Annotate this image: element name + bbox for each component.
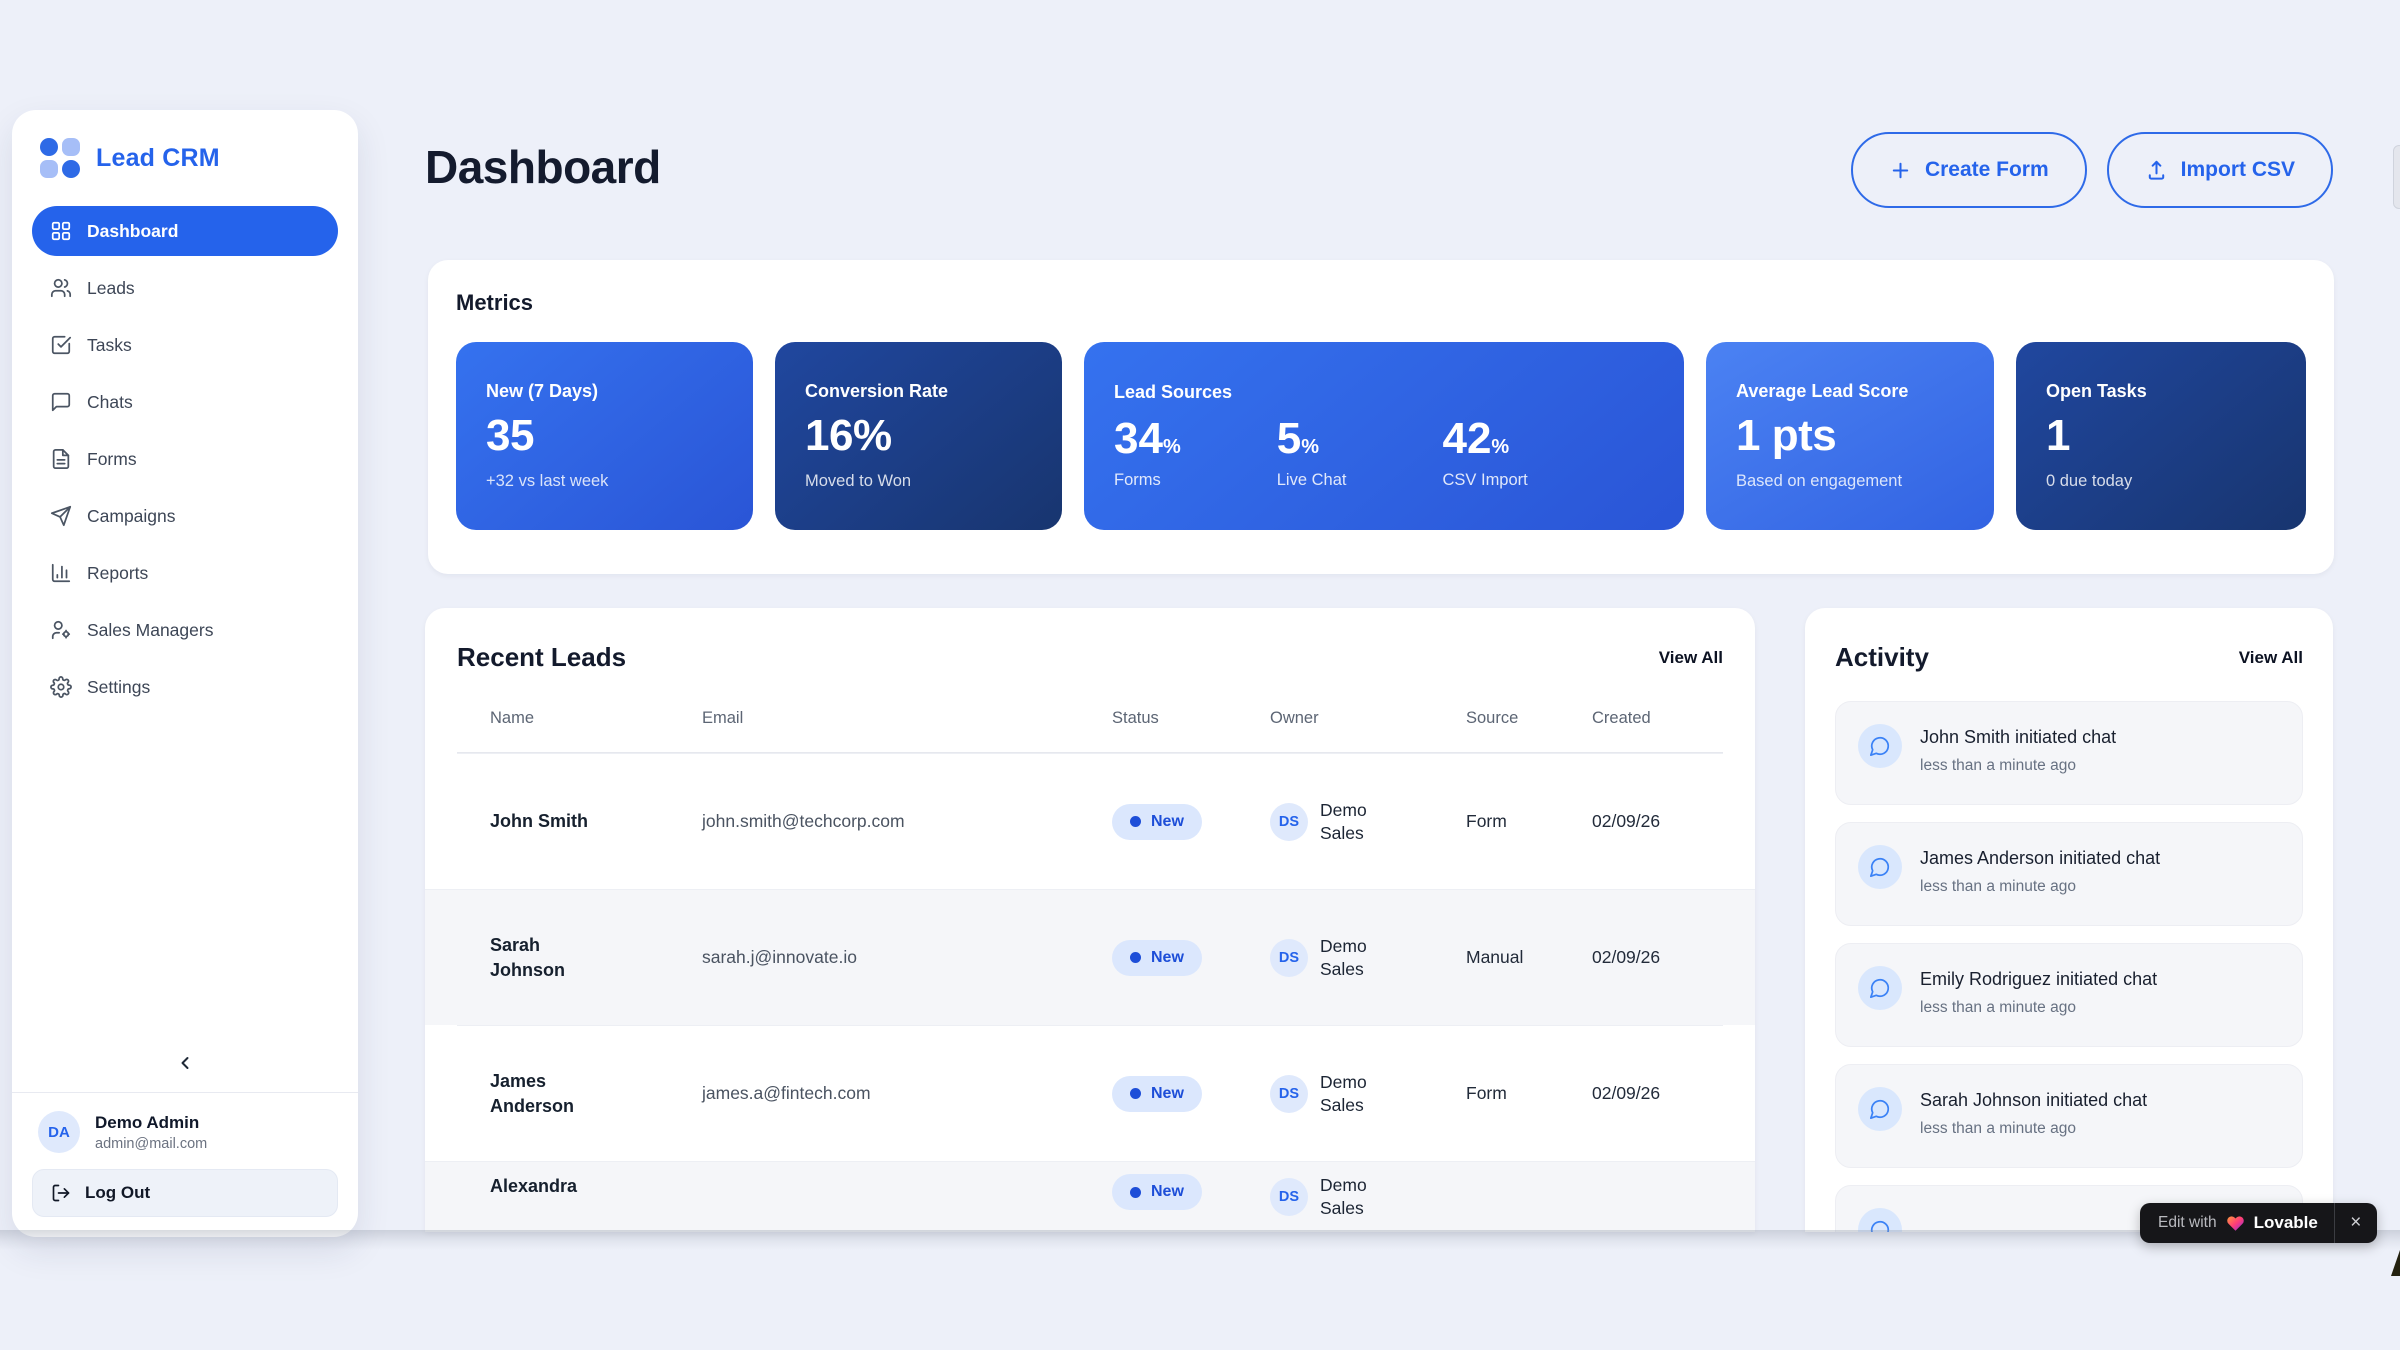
user-email: admin@mail.com	[95, 1136, 208, 1153]
brand-name: Lead CRM	[96, 143, 220, 172]
logout-icon	[52, 1184, 70, 1202]
lovable-heart-icon	[2226, 1215, 2244, 1231]
metric-value: 16%	[805, 410, 892, 460]
user-profile[interactable]: DA Demo Admin admin@mail.com	[32, 1093, 338, 1169]
activity-view-all-button[interactable]: View All	[2238, 647, 2303, 667]
chat-bubble-icon	[1858, 845, 1902, 889]
metric-row: New (7 Days) 35 +32 vs last week Convers…	[456, 342, 2306, 530]
list-item[interactable]: Sarah Johnson initiated chat less than a…	[1835, 1064, 2303, 1168]
owner-avatar: DS	[1270, 1074, 1308, 1113]
recent-leads-section: Recent Leads View All Name Email Status …	[425, 608, 1755, 1232]
viewport-cut-shadow	[0, 1230, 2400, 1250]
sidebar-item-dashboard[interactable]: Dashboard	[32, 206, 338, 256]
status-badge: New	[1112, 939, 1202, 976]
metric-value: 35	[486, 410, 534, 460]
sidebar-nav: Dashboard Leads Tasks Chats Forms Campai…	[32, 206, 338, 712]
activity-list: John Smith initiated chat less than a mi…	[1835, 701, 2303, 1232]
status-badge: New	[1112, 1075, 1202, 1112]
leads-table-header: Name Email Status Owner Source Created	[457, 709, 1723, 753]
metric-conversion-rate: Conversion Rate 16% Moved to Won	[775, 342, 1062, 530]
metric-new-7-days: New (7 Days) 35 +32 vs last week	[456, 342, 753, 530]
chat-bubble-icon	[1858, 966, 1902, 1010]
sidebar-collapse-button[interactable]	[165, 1046, 205, 1080]
file-text-icon	[52, 448, 70, 470]
status-dot-icon	[1130, 1186, 1141, 1198]
header-actions: Create Form Import CSV	[1850, 132, 2333, 208]
stat-forms: 34% Forms	[1114, 413, 1181, 490]
send-icon	[50, 505, 72, 527]
edge-artifact	[2391, 1250, 2400, 1276]
chevron-left-icon	[181, 1057, 189, 1069]
sidebar-item-tasks[interactable]: Tasks	[32, 320, 338, 370]
edit-with-lovable-button[interactable]: Edit with Lovable	[2158, 1213, 2318, 1232]
status-badge: New	[1112, 803, 1202, 840]
sidebar: Lead CRM Dashboard Leads Tasks Chats For…	[12, 110, 358, 1237]
metrics-title: Metrics	[456, 290, 534, 315]
user-gear-icon	[51, 620, 71, 640]
chat-bubble-icon	[1858, 1087, 1902, 1131]
status-dot-icon	[1130, 816, 1141, 827]
lead-crm-logo-icon	[40, 138, 80, 178]
sidebar-item-sales-managers[interactable]: Sales Managers	[32, 605, 338, 655]
owner-avatar: DS	[1270, 938, 1308, 977]
status-dot-icon	[1130, 1088, 1141, 1099]
owner-avatar: DS	[1270, 802, 1308, 841]
bar-chart-icon	[51, 563, 71, 583]
check-square-icon	[51, 335, 72, 355]
sidebar-item-chats[interactable]: Chats	[32, 377, 338, 427]
plus-icon	[1892, 162, 1909, 178]
sidebar-divider	[12, 1092, 358, 1093]
metric-value: 1 pts	[1736, 410, 1837, 460]
metric-lead-sources: Lead Sources 34% Forms 5% Live Chat 42% …	[1084, 342, 1684, 530]
user-name: Demo Admin	[95, 1112, 200, 1132]
metric-value: 1	[2046, 410, 2070, 460]
logout-button[interactable]: Log Out	[32, 1169, 338, 1217]
brand: Lead CRM	[32, 136, 338, 178]
upload-icon	[2148, 160, 2164, 180]
owner-avatar: DS	[1270, 1177, 1308, 1216]
list-item[interactable]: John Smith initiated chat less than a mi…	[1835, 701, 2303, 805]
user-avatar: DA	[38, 1111, 80, 1153]
stat-live-chat: 5% Live Chat	[1276, 413, 1347, 490]
sidebar-item-settings[interactable]: Settings	[32, 662, 338, 712]
sidebar-item-reports[interactable]: Reports	[32, 548, 338, 598]
table-row[interactable]: John Smith john.smith@techcorp.com New D…	[457, 753, 1723, 889]
badge-divider	[2333, 1203, 2335, 1243]
page-title: Dashboard	[425, 141, 661, 193]
metrics-section: Metrics New (7 Days) 35 +32 vs last week…	[428, 260, 2334, 574]
sidebar-item-campaigns[interactable]: Campaigns	[32, 491, 338, 541]
users-icon	[50, 278, 72, 298]
table-row[interactable]: Alexandra New DS Demo Sales	[425, 1161, 1755, 1232]
create-form-button[interactable]: Create Form	[1850, 132, 2087, 208]
close-icon[interactable]: ×	[2350, 1212, 2362, 1233]
sidebar-item-forms[interactable]: Forms	[32, 434, 338, 484]
sidebar-item-leads[interactable]: Leads	[32, 263, 338, 313]
activity-section: Activity View All John Smith initiated c…	[1805, 608, 2333, 1232]
scrollbar-thumb[interactable]	[2393, 145, 2400, 209]
lovable-badge: Edit with Lovable ×	[2140, 1203, 2377, 1243]
activity-title: Activity	[1835, 642, 1929, 672]
table-row[interactable]: James Anderson james.a@fintech.com New D…	[457, 1025, 1723, 1161]
list-item[interactable]: Emily Rodriguez initiated chat less than…	[1835, 943, 2303, 1047]
metric-open-tasks: Open Tasks 1 0 due today	[2016, 342, 2306, 530]
list-item[interactable]: James Anderson initiated chat less than …	[1835, 822, 2303, 926]
lead-sources-stats: 34% Forms 5% Live Chat 42% CSV Import	[1114, 413, 1654, 490]
layout-grid-icon	[51, 221, 71, 241]
chat-bubble-icon	[1858, 724, 1902, 768]
recent-leads-title: Recent Leads	[457, 642, 627, 672]
metric-average-lead-score: Average Lead Score 1 pts Based on engage…	[1706, 342, 1994, 530]
import-csv-button[interactable]: Import CSV	[2106, 132, 2333, 208]
message-square-icon	[51, 392, 71, 412]
chat-bubble-icon	[1858, 1208, 1902, 1232]
sidebar-spacer	[32, 712, 338, 1046]
status-dot-icon	[1130, 952, 1141, 963]
recent-leads-view-all-button[interactable]: View All	[1658, 647, 1723, 667]
table-row[interactable]: Sarah Johnson sarah.j@innovate.io New DS…	[425, 889, 1755, 1025]
stat-csv-import: 42% CSV Import	[1442, 413, 1528, 490]
status-badge: New	[1112, 1174, 1202, 1210]
gear-icon	[50, 676, 72, 698]
